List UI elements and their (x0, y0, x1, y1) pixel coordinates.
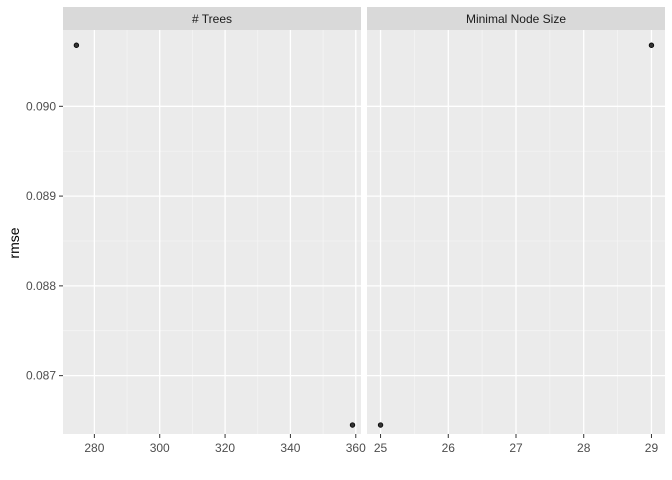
data-point (73, 42, 80, 48)
x-tick-label: 360 (346, 441, 366, 455)
x-tick-label: 340 (280, 441, 300, 455)
x-tick-label: 320 (215, 441, 235, 455)
data-point (377, 422, 384, 428)
y-tick-label: 0.087 (26, 369, 56, 383)
x-tick-label: 28 (577, 441, 591, 455)
facet-strip (63, 7, 361, 30)
y-tick-label: 0.088 (26, 279, 56, 293)
facet-panel: # Trees 280 300 320 340 360 (63, 7, 366, 455)
x-tick-label: 27 (509, 441, 523, 455)
y-tick-label: 0.089 (26, 189, 56, 203)
x-tick-label: 300 (150, 441, 170, 455)
data-point (349, 422, 356, 428)
panel-background (63, 30, 361, 434)
facet-strip-title: Minimal Node Size (466, 12, 566, 26)
y-axis-title: rmse (6, 227, 22, 258)
x-tick-label: 26 (442, 441, 456, 455)
facet-panels: 0.087 0.088 0.089 0.090 # Trees 280 300 320 340 3… (26, 7, 665, 455)
data-point (648, 42, 655, 48)
y-tick-label: 0.090 (26, 99, 56, 113)
x-tick-label: 29 (645, 441, 659, 455)
facet-strip-title: # Trees (192, 12, 232, 26)
facet-strip (367, 7, 665, 30)
facet-panel: Minimal Node Size 25 26 27 28 29 (367, 7, 665, 455)
x-tick-label: 280 (84, 441, 104, 455)
x-tick-label: 25 (374, 441, 388, 455)
